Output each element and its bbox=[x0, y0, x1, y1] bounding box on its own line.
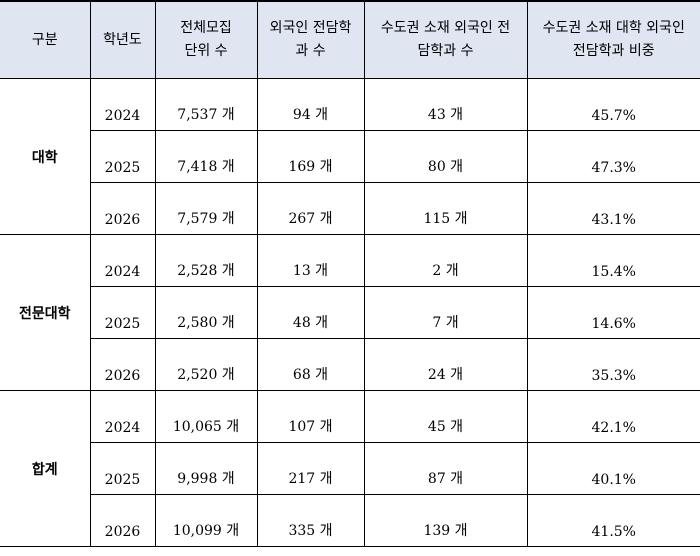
cell-capital-depts: 2 개 bbox=[363, 234, 528, 287]
cell-year: 2025 bbox=[89, 130, 156, 183]
cell-year: 2024 bbox=[89, 78, 156, 131]
header-foreign-depts: 외국인 전담학 과 수 bbox=[256, 0, 365, 79]
cell-total-units: 2,528 개 bbox=[154, 234, 258, 287]
header-capital-ratio-line1: 수도권 소재 대학 외국인 bbox=[542, 20, 685, 36]
header-capital-ratio-line2: 전담학과 비중 bbox=[572, 43, 655, 59]
table-row: 전문대학 2024 2,528 개 13 개 2 개 15.4% bbox=[0, 234, 700, 391]
group-label-total: 합계 bbox=[0, 390, 91, 547]
cell-foreign-depts: 68 개 bbox=[256, 338, 365, 391]
cell-year: 2025 bbox=[89, 442, 156, 495]
cell-capital-ratio: 43.1% bbox=[526, 182, 700, 235]
cell-foreign-depts: 13 개 bbox=[256, 234, 365, 287]
cell-capital-ratio: 40.1% bbox=[526, 442, 700, 495]
cell-capital-depts: 139 개 bbox=[363, 494, 528, 547]
cell-year: 2024 bbox=[89, 234, 156, 287]
cell-foreign-depts: 335 개 bbox=[256, 494, 365, 547]
cell-foreign-depts: 267 개 bbox=[256, 182, 365, 235]
header-total-units: 전체모집 단위 수 bbox=[154, 0, 258, 79]
header-total-units-line1: 전체모집 bbox=[180, 20, 232, 36]
cell-capital-depts: 7 개 bbox=[363, 286, 528, 339]
cell-total-units: 2,520 개 bbox=[154, 338, 258, 391]
cell-capital-ratio: 41.5% bbox=[526, 494, 700, 547]
cell-foreign-depts: 94 개 bbox=[256, 78, 365, 131]
header-foreign-depts-line2: 과 수 bbox=[295, 43, 326, 59]
header-total-units-line2: 단위 수 bbox=[184, 43, 228, 59]
cell-foreign-depts: 48 개 bbox=[256, 286, 365, 339]
cell-capital-depts: 87 개 bbox=[363, 442, 528, 495]
cell-capital-depts: 45 개 bbox=[363, 390, 528, 443]
header-capital-ratio: 수도권 소재 대학 외국인 전담학과 비중 bbox=[526, 0, 700, 79]
header-row: 구분 학년도 전체모집 단위 수 외국인 전담학 과 수 수도권 소재 외국인 … bbox=[0, 0, 700, 79]
cell-total-units: 2,580 개 bbox=[154, 286, 258, 339]
group-label-college: 전문대학 bbox=[0, 234, 91, 391]
header-capital-depts: 수도권 소재 외국인 전 담학과 수 bbox=[363, 0, 528, 79]
cell-foreign-depts: 169 개 bbox=[256, 130, 365, 183]
table-row: 2026 2,520 개 68 개 24 개 35.3% bbox=[0, 338, 700, 391]
header-foreign-depts-line1: 외국인 전담학 bbox=[269, 20, 352, 36]
cell-capital-depts: 115 개 bbox=[363, 182, 528, 235]
table-row: 대학 2024 7,537 개 94 개 43 개 45.7% bbox=[0, 78, 700, 235]
table-row: 2025 9,998 개 217 개 87 개 40.1% bbox=[0, 442, 700, 495]
group-label-university: 대학 bbox=[0, 78, 91, 235]
cell-capital-ratio: 42.1% bbox=[526, 390, 700, 443]
cell-total-units: 10,099 개 bbox=[154, 494, 258, 547]
header-year: 학년도 bbox=[89, 0, 156, 79]
cell-total-units: 7,418 개 bbox=[154, 130, 258, 183]
cell-year: 2026 bbox=[89, 338, 156, 391]
cell-total-units: 7,579 개 bbox=[154, 182, 258, 235]
table-row: 2025 2,580 개 48 개 7 개 14.6% bbox=[0, 286, 700, 339]
cell-capital-depts: 80 개 bbox=[363, 130, 528, 183]
cell-capital-ratio: 47.3% bbox=[526, 130, 700, 183]
cell-total-units: 7,537 개 bbox=[154, 78, 258, 131]
cell-year: 2026 bbox=[89, 494, 156, 547]
cell-foreign-depts: 217 개 bbox=[256, 442, 365, 495]
header-capital-depts-line2: 담학과 수 bbox=[417, 43, 474, 59]
cell-year: 2026 bbox=[89, 182, 156, 235]
cell-total-units: 10,065 개 bbox=[154, 390, 258, 443]
cell-year: 2025 bbox=[89, 286, 156, 339]
cell-capital-ratio: 35.3% bbox=[526, 338, 700, 391]
cell-capital-ratio: 45.7% bbox=[526, 78, 700, 131]
header-category: 구분 bbox=[0, 0, 91, 79]
cell-foreign-depts: 107 개 bbox=[256, 390, 365, 443]
header-capital-depts-line1: 수도권 소재 외국인 전 bbox=[380, 20, 511, 36]
table-row: 2026 7,579 개 267 개 115 개 43.1% bbox=[0, 182, 700, 235]
cell-total-units: 9,998 개 bbox=[154, 442, 258, 495]
table-row: 2026 10,099 개 335 개 139 개 41.5% bbox=[0, 494, 700, 547]
cell-capital-ratio: 14.6% bbox=[526, 286, 700, 339]
cell-year: 2024 bbox=[89, 390, 156, 443]
table-row: 2025 7,418 개 169 개 80 개 47.3% bbox=[0, 130, 700, 183]
cell-capital-depts: 24 개 bbox=[363, 338, 528, 391]
table-row: 합계 2024 10,065 개 107 개 45 개 42.1% bbox=[0, 390, 700, 547]
cell-capital-ratio: 15.4% bbox=[526, 234, 700, 287]
cell-capital-depts: 43 개 bbox=[363, 78, 528, 131]
